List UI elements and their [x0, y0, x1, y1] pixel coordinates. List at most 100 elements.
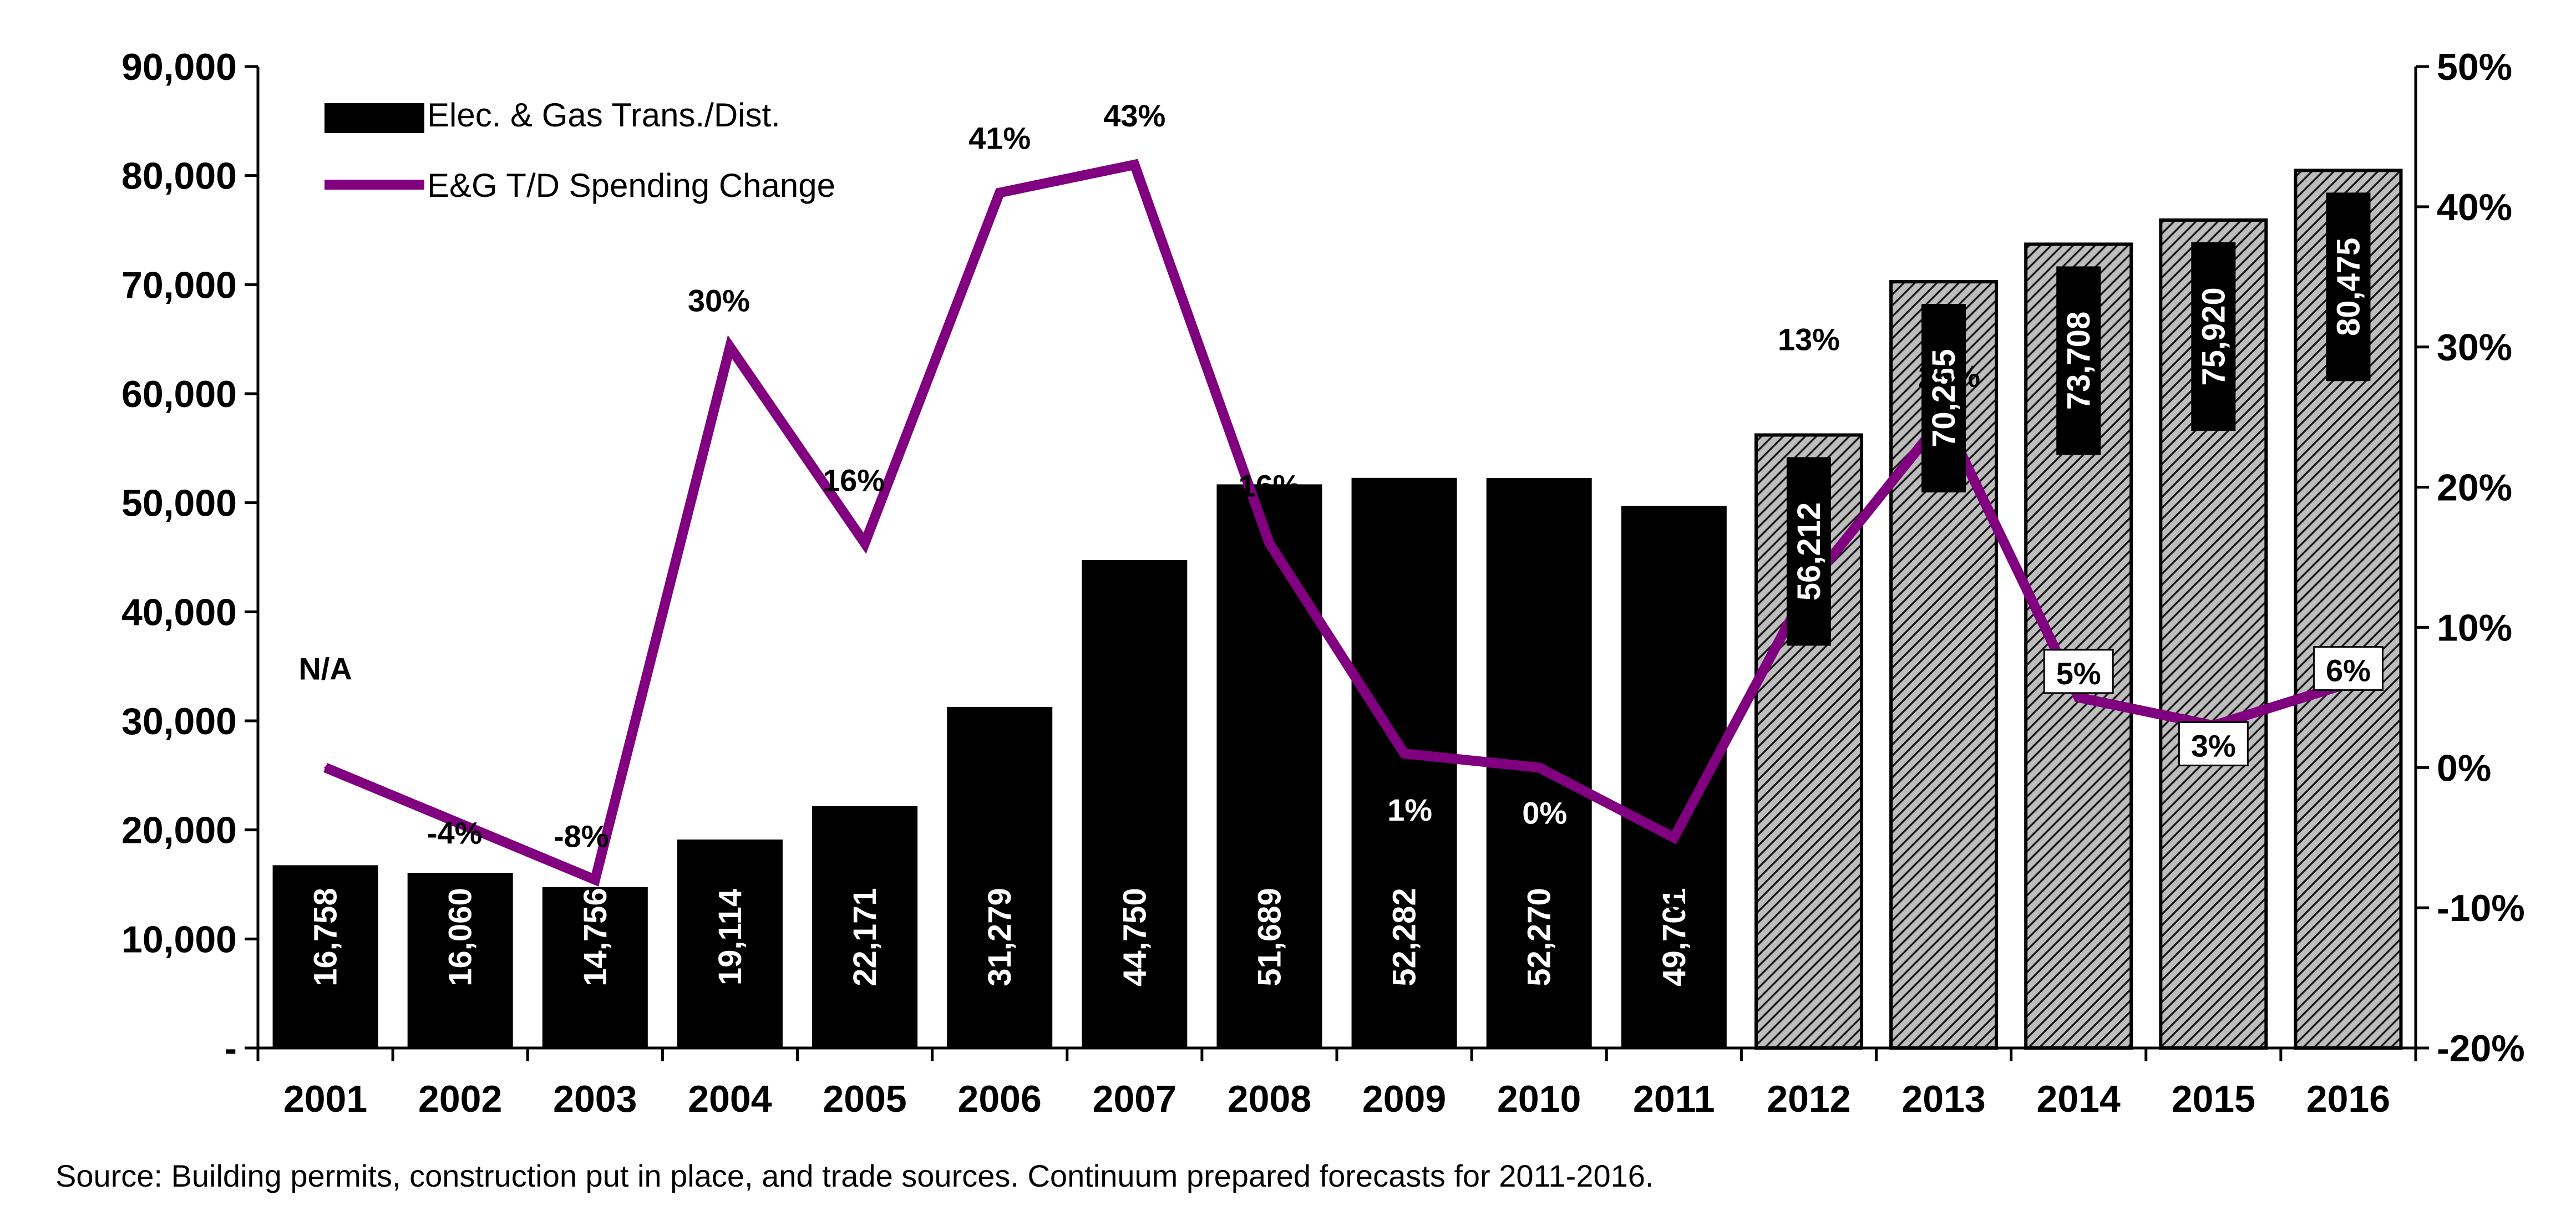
y-left-tick-label: 40,000	[121, 591, 237, 633]
bar-value-text: 51,689	[1251, 888, 1287, 986]
y-right-tick-label: 40%	[2437, 186, 2512, 228]
bar-value-text: 16,758	[308, 888, 344, 986]
bar-value-label-2002: 16,060	[443, 888, 479, 986]
axes-layer: - 10,000 20,000 30,000 40,000 50,000 60,000 70,…	[121, 46, 2525, 1120]
line-value-label-2016: 6%	[2326, 653, 2371, 688]
bar-value-text: 19,114	[712, 889, 748, 985]
bar-value-text: 16,060	[443, 888, 479, 986]
line-value-label-2005: 16%	[823, 463, 885, 498]
x-tick-label: 2004	[688, 1078, 772, 1120]
x-tick-label: 2007	[1093, 1078, 1177, 1120]
bar-value-label-2006: 31,279	[982, 888, 1018, 986]
x-tick-label: 2005	[823, 1078, 906, 1120]
source-note: Source: Building permits, construction p…	[55, 1158, 1654, 1193]
bar-value-text: 52,282	[1387, 888, 1423, 986]
bar-value-label-2014: 73,708	[2056, 266, 2101, 455]
line-value-label-2009: 1%	[1387, 792, 1432, 827]
line-point-2007	[1133, 164, 1136, 166]
bar-value-text: 49,701	[1656, 888, 1692, 986]
bar-2007	[1082, 559, 1188, 1048]
line-point-2005	[864, 542, 866, 545]
bar-value-text: 44,750	[1117, 888, 1153, 986]
y-right-tick-label: -10%	[2437, 887, 2525, 929]
line-value-label-2007: 43%	[1103, 98, 1165, 133]
legend: Elec. & Gas Trans./Dist. E&G T/D Spendin…	[324, 96, 835, 204]
line-value-label-2001: N/A	[298, 651, 352, 686]
bar-value-text: 52,270	[1522, 888, 1558, 986]
bar-value-label-box	[2056, 266, 2101, 455]
bar-value-label-2010: 52,270	[1522, 888, 1558, 986]
line-value-label-2004: 30%	[688, 283, 750, 318]
bar-value-label-2011: 49,701	[1656, 888, 1692, 986]
x-tick-label: 2002	[418, 1078, 502, 1120]
line-value-label-2015: 3%	[2191, 728, 2236, 763]
y-right-tick-label: 20%	[2437, 467, 2512, 509]
bar-value-text: 70,265	[1926, 349, 1962, 447]
y-left-tick-label: 80,000	[121, 155, 237, 197]
bar-value-text: 31,279	[982, 888, 1018, 986]
bar-value-text: 56,212	[1791, 502, 1827, 601]
labels-layer: 16,758 16,060 14,756 19,114 22,171 31,279 44,7…	[298, 98, 2384, 986]
bar-2002	[407, 873, 513, 1048]
x-tick-label: 2003	[553, 1078, 637, 1120]
x-tick-label: 2016	[2306, 1078, 2390, 1120]
line-value-label-2010: 0%	[1522, 795, 1567, 830]
legend-bar-swatch	[324, 103, 424, 133]
bar-value-label-2001: 16,758	[308, 888, 344, 986]
bar-value-text: 22,171	[847, 888, 883, 986]
y-left-tick-label: 70,000	[121, 264, 237, 306]
x-tick-label: 2006	[958, 1078, 1042, 1120]
line-point-2002	[459, 822, 462, 825]
line-value-label-2013: 25%	[1918, 359, 1980, 394]
y-right-tick-label: 0%	[2437, 747, 2491, 789]
line-value-label-2006: 41%	[968, 121, 1031, 156]
bar-value-label-2004: 19,114	[712, 889, 748, 985]
bar-2008	[1216, 484, 1322, 1048]
line-point-2011	[1672, 836, 1675, 839]
y-left-tick-label: 50,000	[121, 482, 237, 525]
line-value-label-2011: -5%	[1657, 885, 1713, 920]
y-left-tick-label: 60,000	[121, 373, 237, 415]
bar-value-label-2015: 75,920	[2191, 242, 2236, 431]
y-left-tick-label: -	[224, 1027, 237, 1070]
x-tick-label: 2011	[1633, 1078, 1715, 1120]
bar-value-text: 73,708	[2061, 312, 2097, 410]
bar-value-label-box	[2326, 192, 2371, 381]
x-tick-label: 2013	[1901, 1078, 1985, 1120]
bar-value-text: 14,756	[577, 888, 613, 986]
x-tick-label: 2012	[1767, 1078, 1850, 1120]
line-label-box	[2043, 649, 2114, 694]
line-point-2014	[2077, 696, 2080, 699]
bar-value-text: 75,920	[2195, 287, 2232, 385]
line-point-2003	[594, 878, 596, 881]
bar-value-label-2007: 44,750	[1117, 888, 1153, 986]
y-left-tick-label: 20,000	[121, 810, 237, 852]
y-left-tick-label: 90,000	[121, 46, 237, 88]
bar-value-label-box	[1786, 457, 1831, 646]
line-point-2004	[728, 345, 731, 348]
y-right-tick-label: 50%	[2437, 46, 2512, 88]
line-value-label-2002: -4%	[427, 815, 483, 850]
bar-2005	[812, 806, 918, 1048]
x-tick-label: 2009	[1362, 1078, 1446, 1120]
legend-bar-label: Elec. & Gas Trans./Dist.	[427, 96, 780, 134]
bar-value-text: 80,475	[2330, 238, 2366, 336]
line-value-label-2014: 5%	[2056, 656, 2101, 691]
bar-2009	[1351, 477, 1457, 1048]
bars-layer	[272, 169, 2403, 1050]
line-point-2008	[1268, 542, 1271, 545]
bar-value-label-2016: 80,475	[2326, 192, 2371, 381]
bar-value-label-2012: 56,212	[1786, 457, 1831, 646]
bar-2006	[947, 706, 1053, 1048]
bar-value-label-box	[1921, 304, 1966, 493]
line-point-2001	[324, 766, 327, 769]
y-right-tick-label: 30%	[2437, 327, 2512, 369]
x-tick-label: 2015	[2172, 1078, 2255, 1120]
x-tick-label: 2008	[1228, 1078, 1311, 1120]
y-left-tick-label: 10,000	[121, 918, 237, 960]
bar-2001	[272, 865, 378, 1048]
y-left-tick-label: 30,000	[121, 700, 237, 742]
line-value-label-2008: 16%	[1238, 469, 1300, 503]
line-point-2010	[1538, 766, 1540, 769]
